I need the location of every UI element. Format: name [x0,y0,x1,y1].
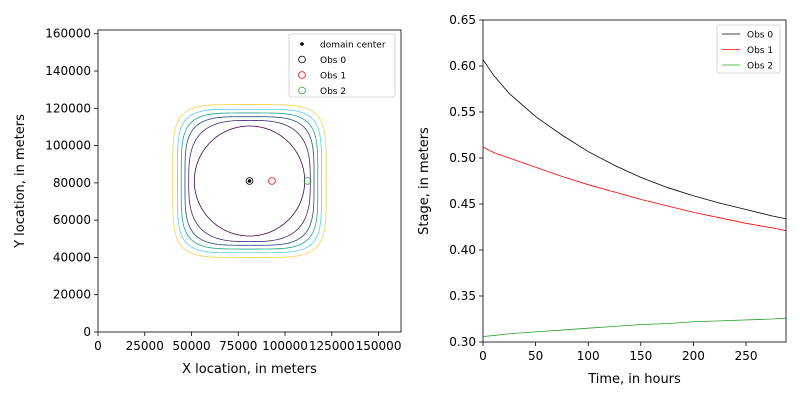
observation-points [245,177,312,185]
legend-circle-marker [298,71,306,79]
y-tick-label: 40000 [53,250,91,264]
y-tick-label: 0.30 [449,335,476,349]
x-tick-label: 100 [577,349,600,363]
legend-label: Obs 0 [747,31,773,41]
legend-dot-marker [300,42,304,46]
y-tick-label: 140000 [45,64,91,78]
legend-label: domain center [320,41,386,51]
obs-point-marker [303,177,312,185]
domain-center-marker [247,179,252,183]
x-tick-label: 125000 [309,339,355,353]
y-tick-label: 20000 [53,288,91,302]
stage-time-frame [482,19,787,343]
x-tick-label: 25000 [126,339,164,353]
contour-map-legend: domain center Obs 0 Obs 1 Obs 2 [288,33,396,98]
x-tick-label: 0 [94,339,102,353]
y-tick-label: 0 [83,325,91,339]
series-line [482,317,787,337]
legend-circle-marker [298,55,306,64]
legend-label: Obs 1 [320,72,346,82]
x-tick-label: 250 [735,349,758,363]
x-tick-label: 50 [528,349,543,363]
contour-map-ticks: 0 25000 50000 75000 100000 125000 150000020000… [45,27,401,353]
contour-line [180,112,319,250]
x-tick-label: 50000 [172,339,210,353]
contour-line [184,116,315,246]
y-tick-label: 100000 [45,139,91,153]
y-tick-label: 0.40 [449,243,476,257]
contour-line [193,125,306,237]
stage-time-ticks: 0 50 100 150 200 250 0.30 0.35 0.40 0.45 0.50 0.55 0… [449,13,757,363]
series-line [482,146,787,232]
x-tick-label: 150000 [356,339,402,353]
stage-time-legend: Obs 0 Obs 1 Obs 2 [716,24,781,74]
stage-time-y-axis-label: Stage, in meters [417,127,432,235]
series-line [482,59,787,220]
y-tick-label: 0.45 [449,197,476,211]
y-tick-label: 0.60 [449,59,476,73]
x-tick-label: 0 [479,349,487,363]
x-tick-label: 75000 [219,339,257,353]
legend-box [288,33,396,98]
y-tick-label: 0.65 [449,13,476,27]
legend-label: Obs 2 [320,87,346,97]
contour-lines [172,104,327,258]
legend-box [716,24,781,74]
contour-map-x-axis-label: X location, in meters [182,362,317,377]
stage-time-panel: 0 50 100 150 200 250 0.30 0.35 0.40 0.45 0.50 0.55 0… [417,13,787,387]
contour-line [172,104,327,258]
obs-point-marker [268,177,276,185]
contour-line [177,108,322,254]
contour-line [188,120,311,242]
stage-time-x-axis-label: Time, in hours [587,372,681,387]
legend-label: Obs 2 [747,62,773,72]
y-tick-label: 0.35 [449,289,476,303]
y-tick-label: 120000 [45,101,91,115]
obs-point-marker [245,177,254,185]
stage-series-lines [482,59,787,337]
contour-map-y-axis-label: Y location, in meters [13,114,28,249]
x-tick-label: 200 [682,349,705,363]
legend-circle-marker [298,86,306,95]
x-tick-label: 100000 [262,339,308,353]
x-tick-label: 150 [629,349,652,363]
y-tick-label: 0.55 [449,105,476,119]
contour-map-panel: 0 25000 50000 75000 100000 125000 150000020000… [13,27,401,377]
y-tick-label: 0.50 [449,151,476,165]
y-tick-label: 160000 [45,27,91,41]
y-tick-label: 80000 [53,176,91,190]
y-tick-label: 60000 [53,213,91,227]
legend-label: Obs 0 [320,56,346,66]
legend-label: Obs 1 [747,46,773,56]
contour-map-frame [97,29,402,333]
